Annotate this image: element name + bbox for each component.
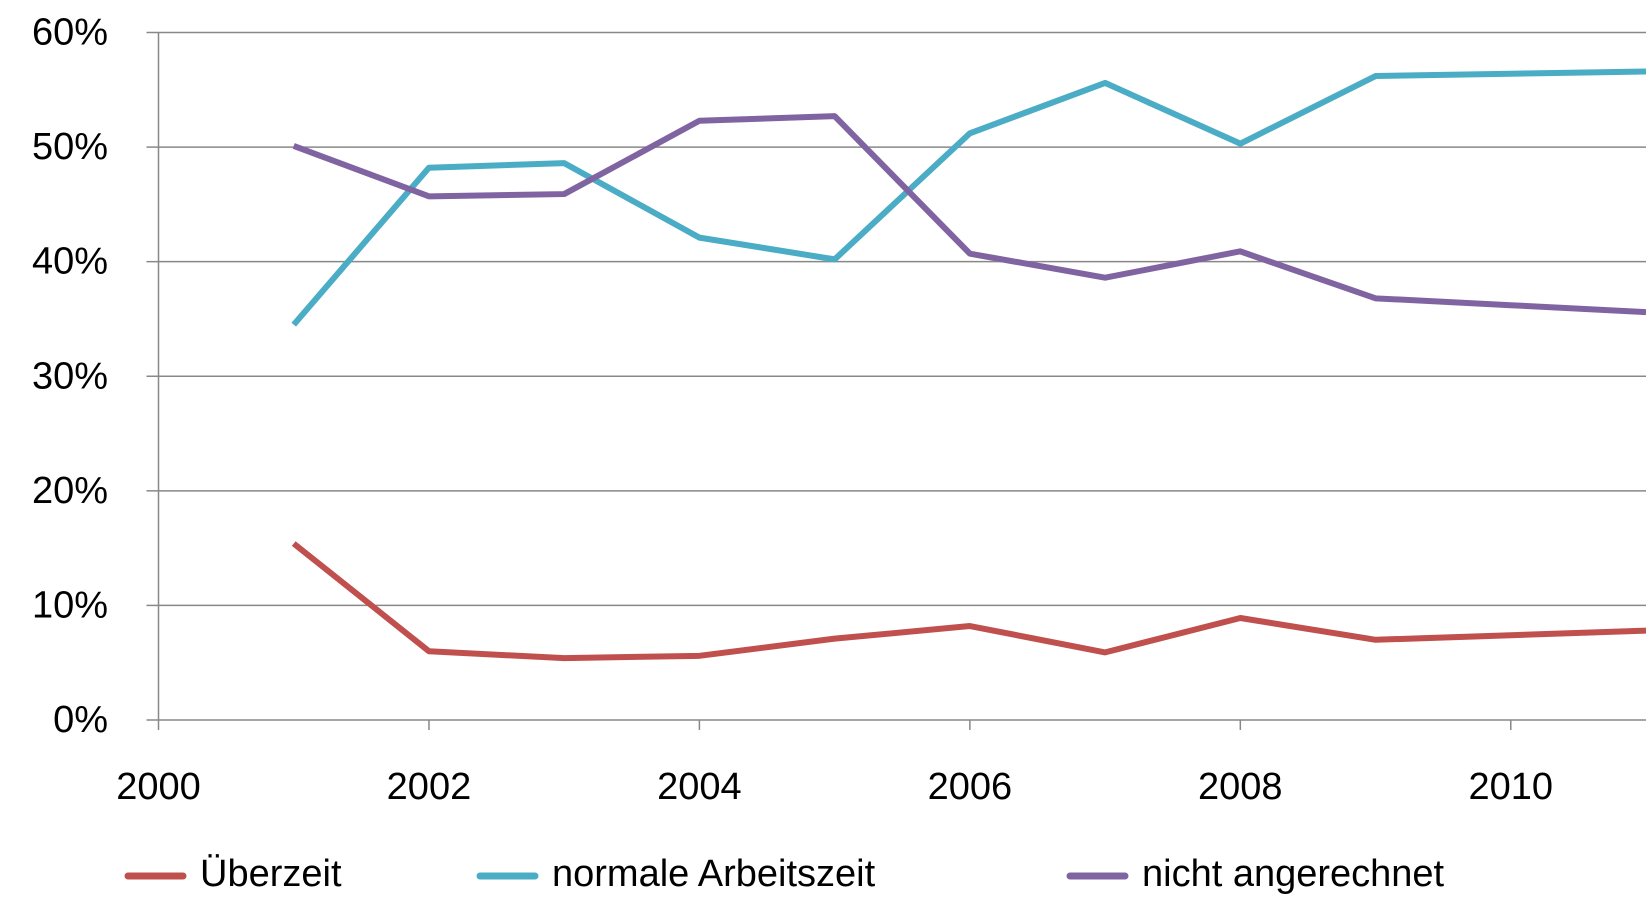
y-tick-label: 40%: [32, 241, 108, 283]
series-line: [292, 113, 1646, 316]
series-line: [291, 541, 1646, 662]
x-tick-label: 2002: [387, 766, 472, 808]
y-tick-label: 60%: [32, 12, 108, 54]
y-tick-label: 30%: [32, 355, 108, 397]
legend-label: normale Arbeitszeit: [552, 853, 876, 895]
series-line: [291, 68, 1646, 327]
x-tick-label: 2004: [657, 766, 742, 808]
legend-label: nicht angerechnet: [1142, 853, 1445, 895]
x-tick-label: 2000: [116, 766, 201, 808]
legend-label: Überzeit: [200, 853, 342, 895]
y-tick-label: 0%: [53, 699, 108, 741]
y-tick-label: 10%: [32, 584, 108, 626]
x-tick-label: 2008: [1198, 766, 1283, 808]
x-tick-label: 2006: [928, 766, 1013, 808]
x-tick-label: 2010: [1468, 766, 1553, 808]
y-tick-label: 50%: [32, 126, 108, 168]
y-tick-label: 20%: [32, 470, 108, 512]
